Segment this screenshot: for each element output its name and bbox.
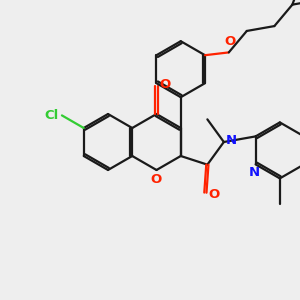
Text: O: O — [208, 188, 220, 201]
Text: N: N — [249, 167, 260, 179]
Text: O: O — [224, 35, 236, 48]
Text: O: O — [160, 77, 171, 91]
Text: O: O — [151, 173, 162, 186]
Text: N: N — [226, 134, 237, 148]
Text: Cl: Cl — [45, 109, 59, 122]
